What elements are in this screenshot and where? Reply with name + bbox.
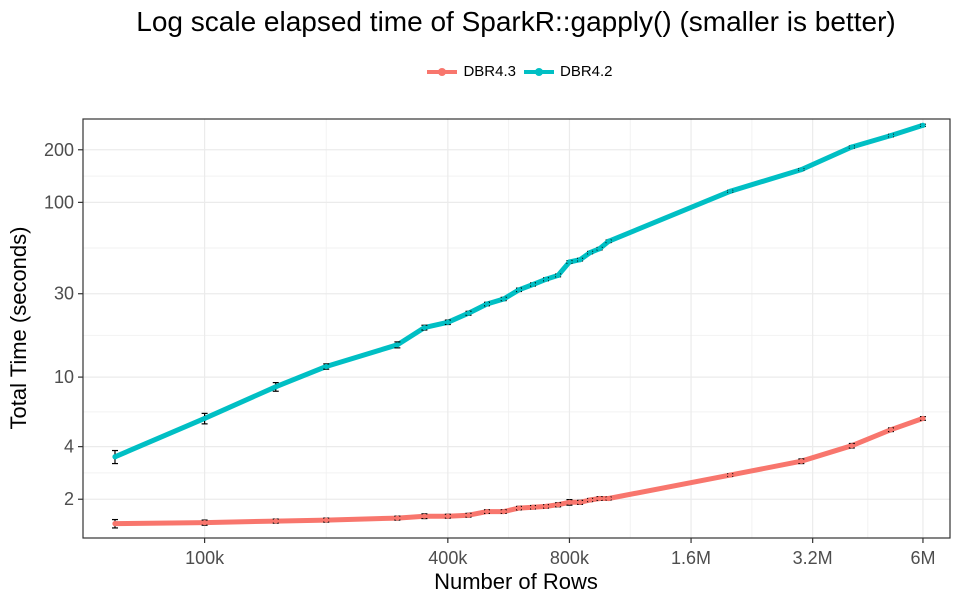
data-point xyxy=(566,499,573,505)
series-layer xyxy=(111,122,926,529)
data-point xyxy=(727,188,733,194)
legend-label-dbr42: DBR4.2 xyxy=(560,63,613,80)
data-point xyxy=(202,415,208,422)
data-point xyxy=(465,512,472,518)
y-tick-label: 10 xyxy=(54,367,74,387)
y-tick-label: 4 xyxy=(64,437,74,457)
data-point xyxy=(421,325,428,331)
data-point xyxy=(543,503,549,509)
series-dbr43 xyxy=(111,415,926,529)
x-tick-label: 3.2M xyxy=(793,548,833,568)
data-point xyxy=(273,384,279,390)
chart-title: Log scale elapsed time of SparkR::gapply… xyxy=(136,6,896,37)
data-point xyxy=(849,144,855,150)
data-point xyxy=(577,257,583,263)
data-point xyxy=(445,319,451,325)
data-point xyxy=(421,513,428,519)
grid xyxy=(83,119,950,538)
x-tick-label: 1.6M xyxy=(671,548,711,568)
x-axis-title: Number of Rows xyxy=(434,569,598,594)
plot-panel-border xyxy=(82,118,951,539)
data-point xyxy=(596,246,603,252)
x-tick-label: 800k xyxy=(550,548,590,568)
data-point xyxy=(596,495,603,502)
data-point xyxy=(543,276,549,282)
series-dbr42 xyxy=(111,122,926,465)
data-point xyxy=(323,363,329,370)
data-point xyxy=(202,519,208,526)
data-point xyxy=(798,458,804,464)
x-tick-label: 6M xyxy=(910,548,935,568)
series-line xyxy=(112,122,926,460)
data-point xyxy=(888,132,894,139)
data-point xyxy=(530,281,536,288)
x-tick-label: 400k xyxy=(428,548,468,568)
data-point xyxy=(501,296,507,302)
data-point xyxy=(516,287,522,293)
data-point xyxy=(445,513,451,519)
y-axis-title: Total Time (seconds) xyxy=(6,227,31,430)
data-point xyxy=(112,521,118,527)
series-line xyxy=(112,415,926,527)
data-point xyxy=(849,443,855,449)
data-point xyxy=(555,272,561,278)
y-tick-label: 200 xyxy=(44,140,74,160)
data-point xyxy=(798,166,804,173)
data-point xyxy=(605,238,612,244)
legend: DBR4.3 DBR4.2 xyxy=(0,63,960,80)
legend-key-dbr42 xyxy=(524,64,554,80)
data-point xyxy=(323,517,329,523)
data-point xyxy=(727,472,733,478)
data-point xyxy=(484,508,490,515)
data-point xyxy=(605,495,612,502)
y-axis: 2 4 10 30 100 200 xyxy=(44,140,83,509)
x-axis: 100k 400k 800k 1.6M 3.2M 6M xyxy=(185,538,935,568)
data-point xyxy=(501,508,507,515)
data-point xyxy=(394,515,400,521)
y-tick-label: 100 xyxy=(44,192,74,212)
data-point xyxy=(587,497,593,503)
data-point xyxy=(587,249,593,256)
y-tick-label: 30 xyxy=(54,284,74,304)
data-point xyxy=(566,259,573,265)
data-point xyxy=(888,427,894,433)
data-point xyxy=(394,342,400,348)
data-point xyxy=(465,310,472,316)
data-point xyxy=(530,504,536,510)
legend-item-dbr43: DBR4.3 xyxy=(427,63,516,80)
data-point xyxy=(577,499,583,505)
legend-label-dbr43: DBR4.3 xyxy=(463,63,516,80)
legend-key-dbr43 xyxy=(427,64,458,80)
y-tick-label: 2 xyxy=(64,489,74,509)
data-point xyxy=(555,502,561,508)
x-tick-label: 100k xyxy=(185,548,225,568)
data-point xyxy=(112,454,118,460)
data-point xyxy=(273,518,279,524)
data-point xyxy=(516,505,522,511)
data-point xyxy=(920,415,926,422)
legend-item-dbr42: DBR4.2 xyxy=(524,63,613,80)
data-point xyxy=(484,301,490,307)
data-point xyxy=(920,122,926,128)
